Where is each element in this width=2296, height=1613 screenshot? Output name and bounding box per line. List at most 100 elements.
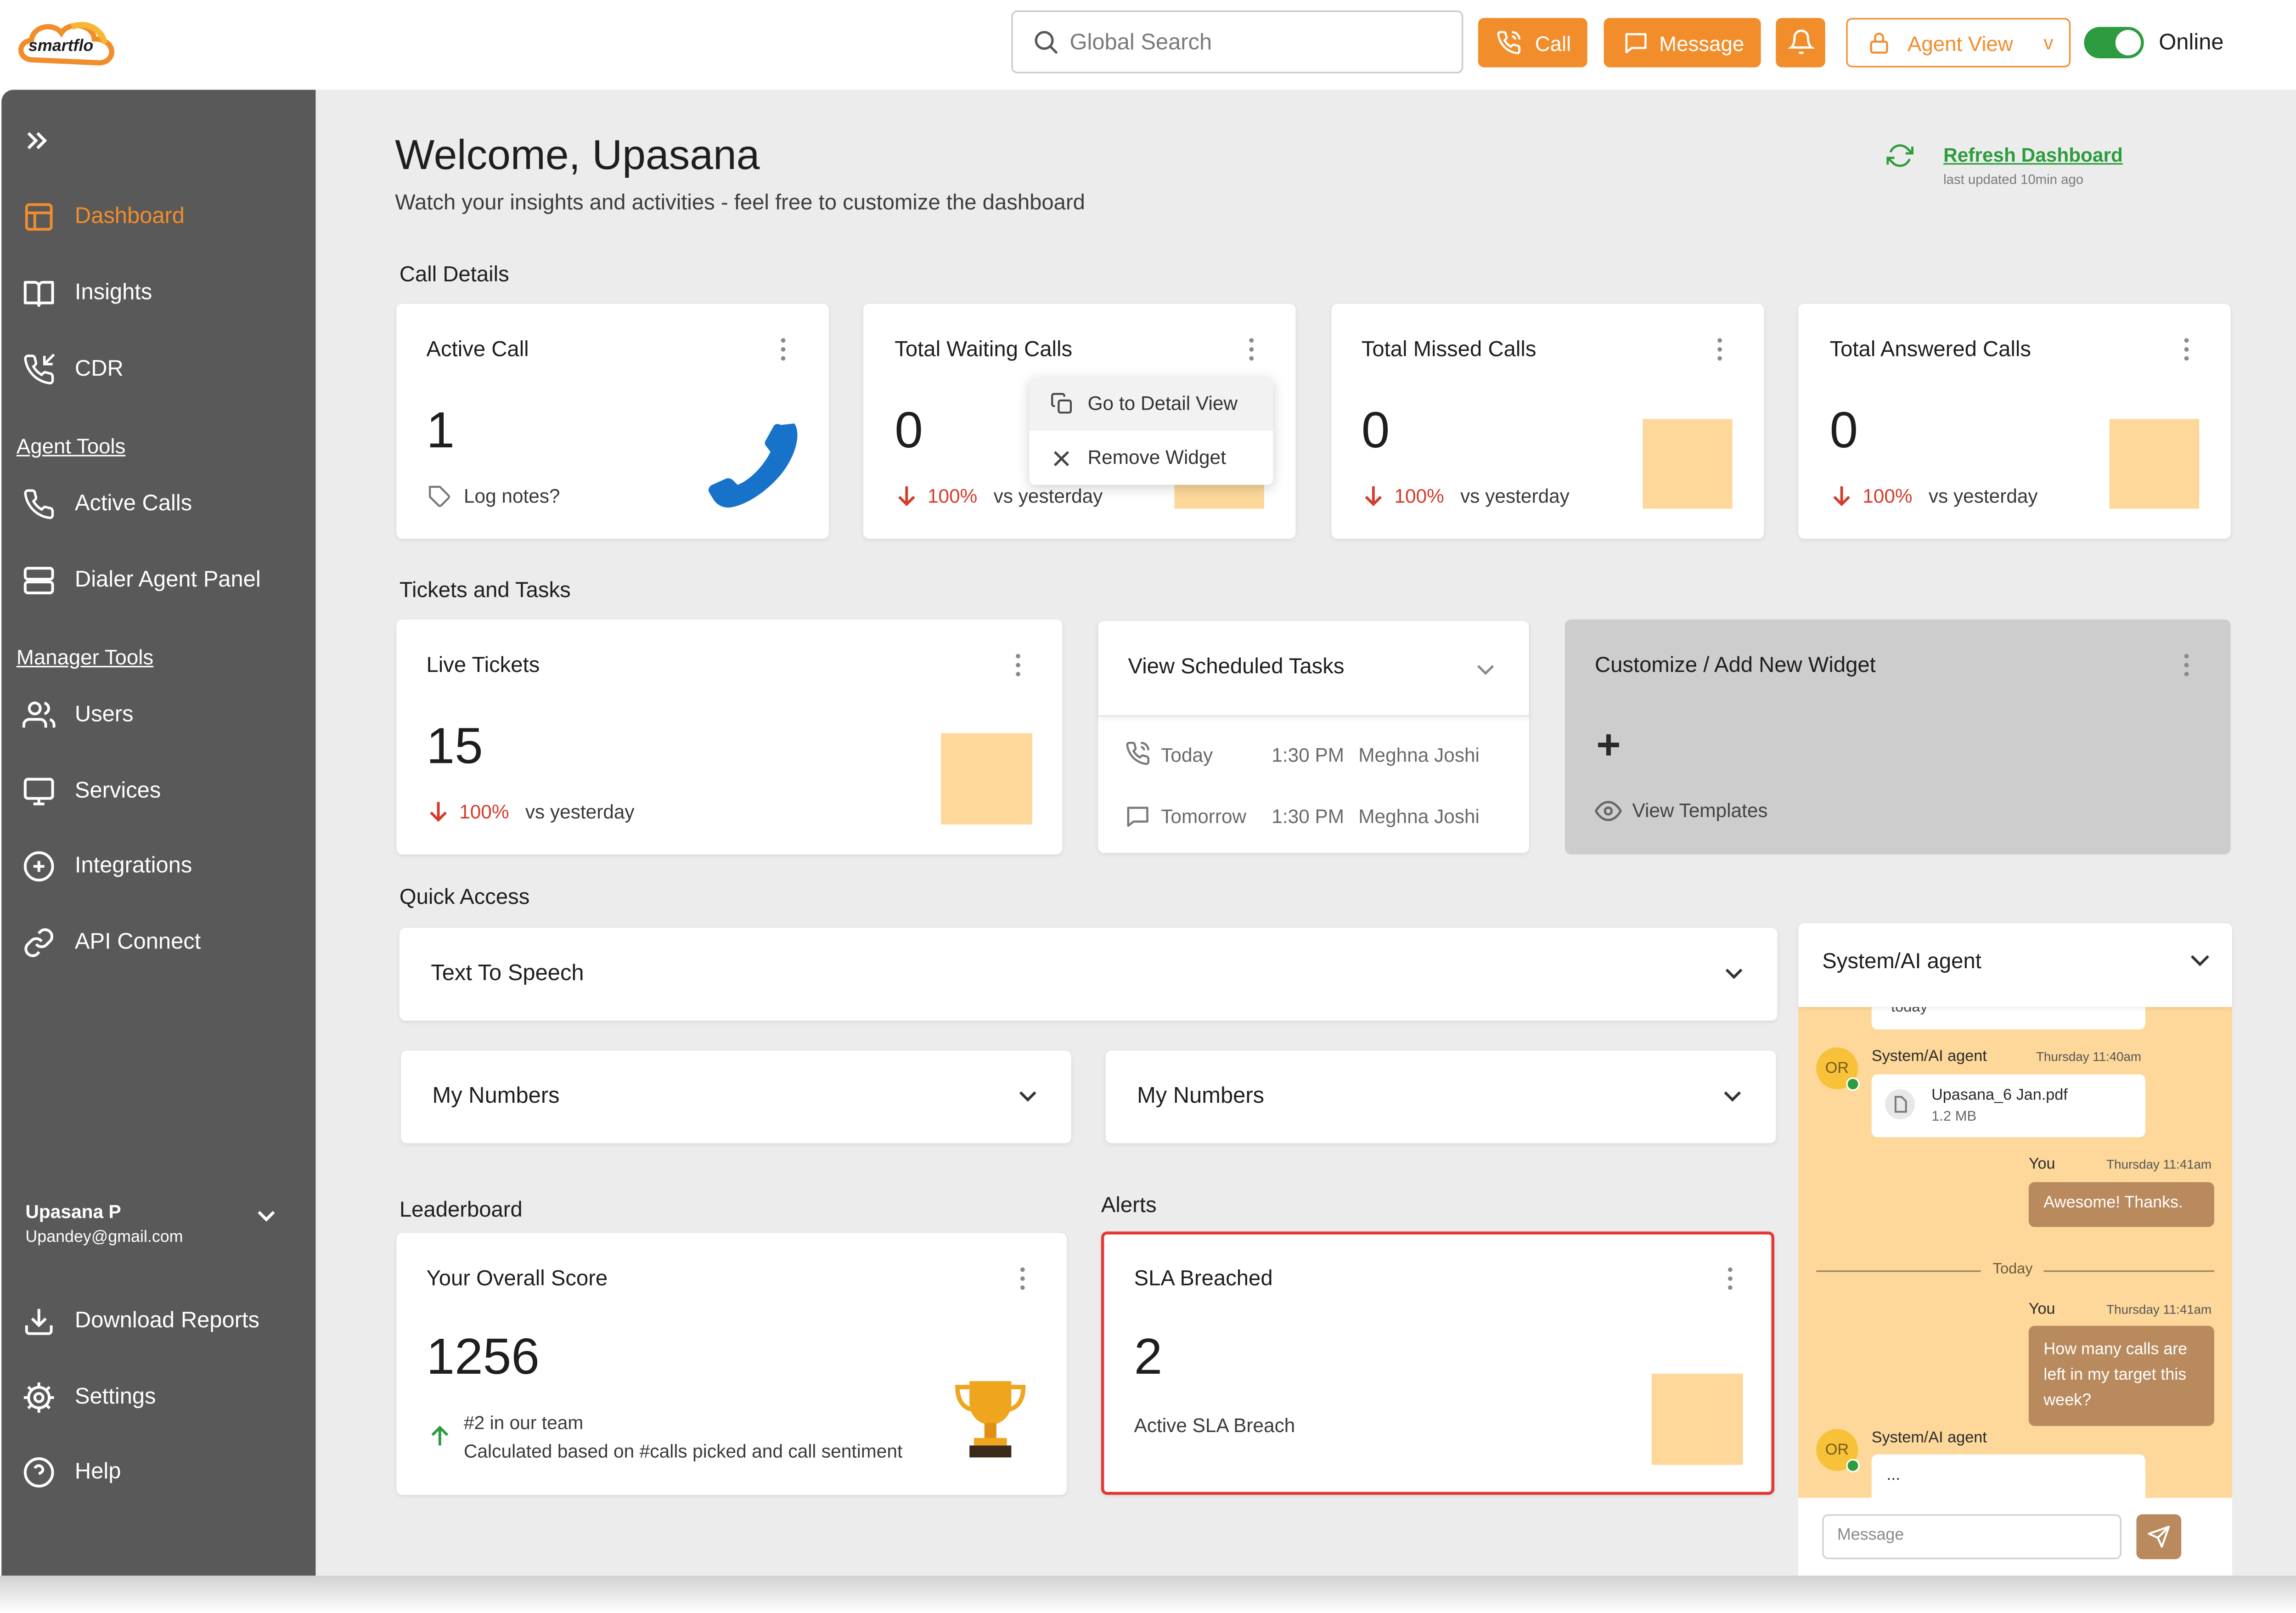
menu-item-label: Remove Widget [1087,446,1226,468]
message-text: How many calls are left in my target thi… [2043,1341,2188,1410]
menu-item-go-detail[interactable]: Go to Detail View [1029,377,1273,431]
chat-icon [1125,804,1150,837]
refresh-dashboard-link[interactable]: Refresh Dashboard [1943,143,2123,166]
refresh-icon[interactable] [1885,142,1915,177]
agent-view-select[interactable]: Agent View v [1846,18,2071,68]
more-options-icon[interactable] [1020,1267,1026,1295]
delta-label: vs yesterday [993,485,1103,508]
server-icon [23,564,56,597]
call-button[interactable]: Call [1478,18,1587,68]
message-sender: System/AI agent [1871,1429,1987,1447]
online-toggle[interactable] [2084,27,2144,59]
message-input[interactable]: Message [1822,1514,2122,1559]
text-to-speech-dropdown[interactable]: Text To Speech [399,927,1778,1021]
task-contact: Meghna Joshi [1358,744,1480,767]
chevron-down-icon [1723,962,1745,983]
sla-breached-card[interactable]: SLA Breached 2 Active SLA Breach [1101,1231,1774,1495]
sidebar-item-help[interactable]: Help [1,1443,315,1502]
sidebar-item-dashboard[interactable]: Dashboard [1,187,315,247]
my-numbers-dropdown-right[interactable]: My Numbers [1105,1050,1776,1144]
more-options-icon[interactable] [781,338,787,365]
card-title: Total Missed Calls [1361,338,1536,362]
delta-label: vs yesterday [525,801,635,823]
scheduled-tasks-card[interactable]: View Scheduled Tasks Today 1:30 PM Meghn… [1098,621,1529,853]
menu-item-remove-widget[interactable]: Remove Widget [1030,431,1273,485]
chevron-down-icon[interactable] [2189,949,2211,976]
overall-score-card[interactable]: Your Overall Score 1256 #2 in our team C… [396,1233,1067,1495]
chevron-down-icon[interactable] [1475,659,1496,686]
log-notes-link[interactable]: Log notes? [463,485,560,508]
sidebar-item-settings[interactable]: Settings [1,1368,315,1427]
delta-row: 100% vs yesterday [1863,485,2037,508]
chevron-down-icon: v [2043,31,2054,54]
sidebar-item-cdr[interactable]: CDR [1,340,315,400]
task-row[interactable]: Tomorrow 1:30 PM Meghna Joshi [1098,796,1529,838]
toggle-knob [2115,30,2141,56]
total-waiting-calls-card[interactable]: Total Waiting Calls 0 100% vs yesterday [863,304,1296,539]
more-options-icon[interactable] [1249,338,1255,365]
more-options-icon[interactable] [1717,338,1723,365]
message-bubble: ... [1871,1454,2145,1500]
live-tickets-card[interactable]: Live Tickets 15 100% vs yesterday [396,619,1063,855]
phone-call-icon [1125,741,1150,774]
sidebar-item-users[interactable]: Users [1,685,315,745]
add-widget-icon[interactable]: + [1596,721,1621,768]
user-email: Upandey@gmail.com [25,1228,183,1246]
sidebar-item-insights[interactable]: Insights [1,263,315,323]
send-button[interactable] [2136,1514,2182,1559]
arrow-down-icon [1363,485,1384,515]
scheduled-tasks-header[interactable]: View Scheduled Tasks [1098,621,1529,717]
sidebar-item-integrations[interactable]: Integrations [1,836,315,896]
view-templates-link[interactable]: View Templates [1632,799,1768,822]
user-profile[interactable]: Upasana P Upandey@gmail.com [1,1194,315,1257]
link-icon [23,926,56,959]
global-search-input[interactable]: Global Search [1011,10,1463,73]
file-attachment[interactable]: Upasana_6 Jan.pdf 1.2 MB [1871,1074,2145,1138]
message-button[interactable]: Message [1604,18,1761,68]
phone-call-icon [1496,30,1521,55]
sidebar-item-active-calls[interactable]: Active Calls [1,474,315,534]
expand-sidebar-icon[interactable] [24,129,51,160]
message-sender: You [2028,1300,2055,1319]
chat-header[interactable]: System/AI agent [1798,923,2232,1007]
card-title: View Scheduled Tasks [1128,655,1345,680]
chart-placeholder [1651,1373,1743,1465]
more-options-icon[interactable] [1728,1267,1734,1295]
delta-percent: 100% [459,801,509,823]
customize-widget-card[interactable]: Customize / Add New Widget + View Templa… [1564,619,2231,855]
sidebar-item-label: Insights [74,280,152,305]
sidebar-item-label: Active Calls [74,491,192,517]
status-label: Online [2159,30,2224,56]
arrow-up-icon [429,1425,450,1455]
total-answered-calls-card[interactable]: Total Answered Calls 0 100% vs yesterday [1798,304,2231,539]
card-title: Total Answered Calls [1829,338,2032,362]
logo-text: smartflo [28,37,94,56]
notifications-button[interactable] [1776,18,1825,68]
rank-text: #2 in our team [463,1412,584,1434]
avatar: OR [1816,1047,1860,1091]
message-button-label: Message [1659,31,1745,56]
sidebar-item-dialer-agent-panel[interactable]: Dialer Agent Panel [1,551,315,610]
task-day: Tomorrow [1161,805,1247,828]
sidebar-item-label: Services [74,778,161,804]
avatar: OR [1816,1429,1860,1472]
active-call-card[interactable]: Active Call 1 Log notes? [396,304,829,539]
more-options-icon[interactable] [2184,654,2190,681]
sidebar-item-download-reports[interactable]: Download Reports [1,1292,315,1351]
copy-icon [1050,392,1073,422]
sidebar-item-api-connect[interactable]: API Connect [1,913,315,972]
tag-icon [428,485,452,516]
card-title: Your Overall Score [426,1267,608,1292]
more-options-icon[interactable] [2184,338,2190,365]
card-value: 15 [426,718,483,775]
typing-indicator: ... [1886,1466,1901,1484]
sidebar-item-services[interactable]: Services [1,761,315,821]
more-options-icon[interactable] [1016,654,1022,681]
agent-view-label: Agent View [1907,31,2013,56]
total-missed-calls-card[interactable]: Total Missed Calls 0 100% vs yesterday [1331,304,1764,539]
smartflo-logo[interactable]: smartflo [12,15,123,78]
my-numbers-dropdown-left[interactable]: My Numbers [401,1050,1071,1144]
task-row[interactable]: Today 1:30 PM Meghna Joshi [1098,735,1529,777]
sidebar-item-label: Integrations [74,853,192,879]
